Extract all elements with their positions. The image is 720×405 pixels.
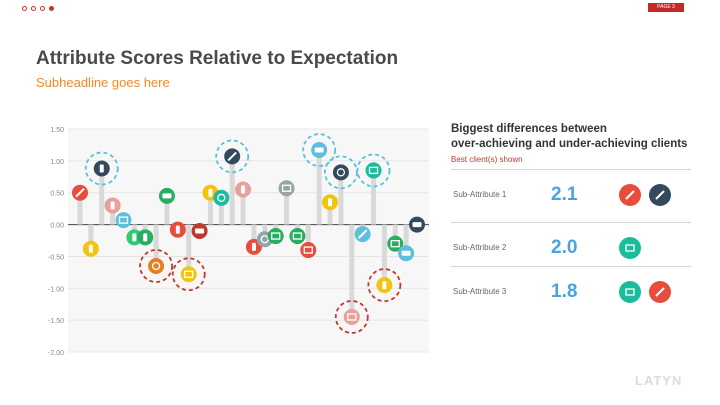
data-point-marker xyxy=(289,228,306,245)
data-point-marker xyxy=(300,242,317,259)
red-pen-icon xyxy=(649,281,671,303)
page-tag: PAGE 3 xyxy=(648,3,684,12)
sub-attribute-label: Sub-Attribute 3 xyxy=(453,287,507,296)
sub-attribute-row: Sub-Attribute 3 1.8 xyxy=(451,266,691,320)
panel-heading-line2: over-achieving and under-achieving clien… xyxy=(451,138,688,150)
slide-dot-active[interactable] xyxy=(49,6,54,11)
highlight-ring xyxy=(215,139,250,174)
panel-subheading: Best client(s) shown xyxy=(451,155,523,164)
y-tick-label: -1.00 xyxy=(48,286,64,293)
data-point xyxy=(302,133,337,225)
highlight-ring xyxy=(84,151,119,186)
data-point xyxy=(387,224,404,252)
data-point xyxy=(158,187,175,225)
data-point-marker xyxy=(115,212,132,229)
sub-attribute-value: 1.8 xyxy=(551,281,578,302)
data-point-marker xyxy=(343,308,360,325)
panel-heading-line1: Biggest differences between xyxy=(451,123,607,135)
data-point xyxy=(137,224,154,246)
data-point-marker xyxy=(267,228,284,245)
y-tick-label: 0.50 xyxy=(50,191,64,198)
data-point-marker xyxy=(180,266,197,283)
data-point xyxy=(115,212,132,229)
client-icons xyxy=(619,281,671,303)
data-point xyxy=(300,224,317,259)
data-point xyxy=(322,194,339,225)
data-point xyxy=(356,153,391,225)
red-pen-icon xyxy=(619,184,641,206)
data-point xyxy=(169,221,186,238)
slide-dots xyxy=(22,6,54,11)
data-point xyxy=(334,224,369,334)
data-point xyxy=(398,224,415,262)
sub-attribute-value: 2.0 xyxy=(551,237,578,258)
page-subtitle: Subheadline goes here xyxy=(36,75,170,90)
y-tick-label: -0.50 xyxy=(48,254,64,261)
client-icons xyxy=(619,184,671,206)
data-point xyxy=(72,184,88,225)
sub-attribute-label: Sub-Attribute 2 xyxy=(453,243,507,252)
highlight-ring xyxy=(324,155,358,190)
y-tick-label: -1.50 xyxy=(48,318,64,325)
data-point xyxy=(191,222,208,239)
y-tick-label: 1.50 xyxy=(50,127,64,134)
green-keyboard-icon xyxy=(619,281,641,303)
y-tick-label: 0.00 xyxy=(50,223,64,230)
page-title: Attribute Scores Relative to Expectation xyxy=(36,48,399,69)
data-point xyxy=(289,224,306,245)
data-point-marker xyxy=(148,257,165,274)
sub-attribute-label: Sub-Attribute 1 xyxy=(453,190,507,199)
highlight-ring xyxy=(367,268,402,303)
data-point-marker xyxy=(278,180,295,197)
data-point xyxy=(278,180,295,225)
highlight-ring xyxy=(334,300,369,334)
highlight-ring xyxy=(171,257,206,292)
sub-attribute-value: 2.1 xyxy=(551,184,578,205)
data-point xyxy=(171,224,206,292)
highlight-ring xyxy=(139,249,173,283)
data-point-marker xyxy=(365,162,382,179)
data-point xyxy=(82,224,99,257)
data-point xyxy=(354,224,371,243)
green-keyboard-icon xyxy=(619,237,641,259)
y-tick-label: 1.00 xyxy=(50,159,64,166)
data-point xyxy=(409,216,425,233)
y-tick-label: -2.00 xyxy=(48,350,64,357)
sub-attribute-row: Sub-Attribute 2 2.0 xyxy=(451,222,691,276)
attribute-scores-chart: 1.50 1.00 0.50 0.00 -0.50 -1.00 -1.50 -2.00 xyxy=(48,127,429,357)
data-point xyxy=(235,181,252,225)
highlight-ring xyxy=(356,153,391,188)
data-point xyxy=(324,155,358,225)
data-point xyxy=(367,224,402,303)
client-icons xyxy=(619,237,641,259)
data-point xyxy=(104,197,121,225)
highlight-ring xyxy=(302,133,337,167)
data-point xyxy=(213,189,230,225)
panel-heading: Biggest differences between over-achievi… xyxy=(451,122,701,152)
slide-dot[interactable] xyxy=(40,6,45,11)
data-point-marker xyxy=(387,235,404,252)
data-point xyxy=(139,224,173,283)
plot-area xyxy=(68,129,429,352)
data-point-marker xyxy=(332,164,349,181)
sub-attribute-row: Sub-Attribute 1 2.1 xyxy=(451,169,691,223)
data-point-marker xyxy=(213,189,230,206)
data-point xyxy=(215,139,250,225)
brand-logo: LATYN xyxy=(635,373,683,388)
slide-dot[interactable] xyxy=(22,6,27,11)
data-point xyxy=(84,151,119,225)
data-point xyxy=(267,224,284,245)
guitar-icon xyxy=(649,184,671,206)
slide-dot[interactable] xyxy=(31,6,36,11)
